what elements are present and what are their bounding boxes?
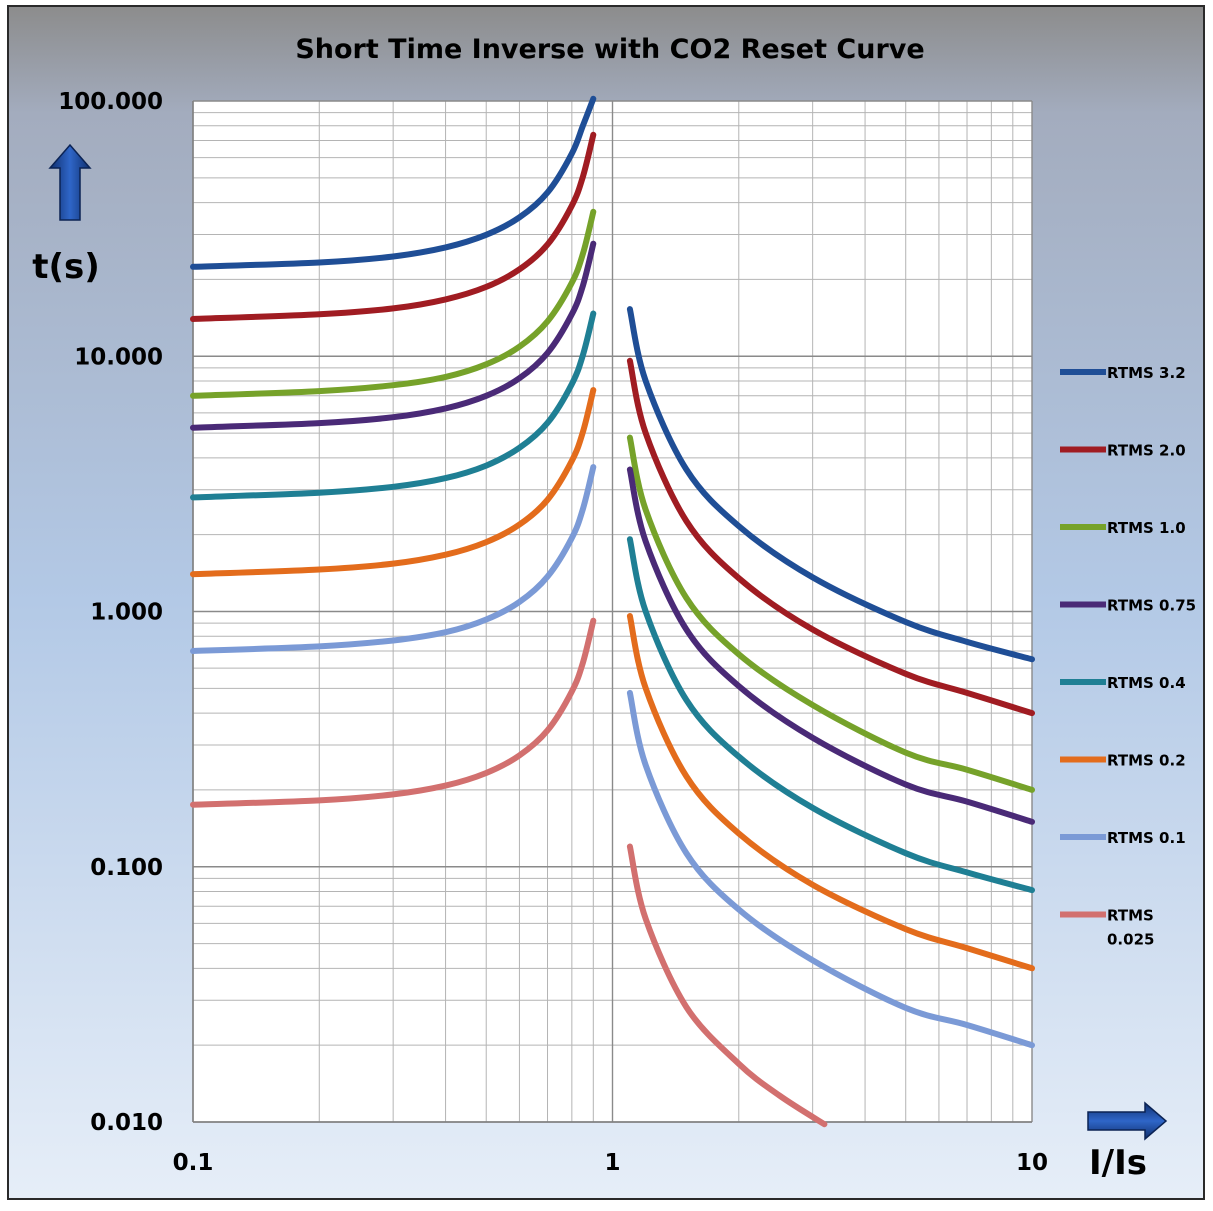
x-tick-label: 0.1 <box>173 1150 214 1176</box>
y-tick-label: 10.000 <box>74 344 163 370</box>
series-rtms-0-4 <box>190 310 1035 894</box>
series-rtms-2-0 <box>190 131 1035 717</box>
y-axis-label: t(s) <box>32 247 100 287</box>
x-tick-labels: 0.1 1 10 <box>173 1150 1048 1176</box>
series-line-reset <box>190 240 597 431</box>
legend-item: RTMS 1.0 <box>1060 519 1186 537</box>
legend-label: 0.025 <box>1107 931 1154 949</box>
legend-label: RTMS 0.2 <box>1107 752 1186 770</box>
legend-label: RTMS 1.0 <box>1107 519 1186 537</box>
series-line-trip <box>626 689 1035 1049</box>
series-rtms-0-025 <box>190 617 828 1128</box>
series-line-trip <box>626 306 1035 663</box>
legend-label: RTMS 3.2 <box>1107 364 1186 382</box>
legend-label: RTMS <box>1107 907 1154 925</box>
legend-item: RTMS 0.1 <box>1060 829 1186 847</box>
legend-item: RTMS 0.025 <box>1060 907 1154 949</box>
up-arrow-icon <box>48 143 92 221</box>
series-line-reset <box>190 464 597 654</box>
y-tick-labels: 100.000 10.000 1.000 0.100 0.010 <box>58 89 163 1136</box>
series-line-reset <box>190 387 597 578</box>
y-tick-label: 0.100 <box>90 855 163 881</box>
legend-item: RTMS 0.75 <box>1060 597 1196 615</box>
y-tick-label: 1.000 <box>90 600 163 626</box>
legend-label: RTMS 0.1 <box>1107 829 1186 847</box>
series-rtms-3-2 <box>190 95 1035 663</box>
series-line-trip <box>626 466 1035 825</box>
series-line-reset <box>190 617 597 808</box>
series-line-reset <box>190 310 597 501</box>
series-line-reset <box>190 208 597 399</box>
series-line-trip <box>626 536 1035 894</box>
chart-title: Short Time Inverse with CO2 Reset Curve <box>295 34 924 65</box>
series-line-trip <box>626 613 1035 972</box>
series-rtms-1-0 <box>190 208 1035 793</box>
legend-label: RTMS 0.75 <box>1107 597 1196 615</box>
series-line-reset <box>190 95 597 270</box>
series-line-trip <box>626 357 1035 717</box>
legend: RTMS 3.2 RTMS 2.0 RTMS 1.0 RTMS 0.75 RTMS 0.… <box>1060 364 1196 949</box>
y-tick-label: 0.010 <box>90 1110 163 1136</box>
series-rtms-0-2 <box>190 387 1035 972</box>
x-tick-label: 1 <box>604 1150 620 1176</box>
x-tick-label: 10 <box>1016 1150 1048 1176</box>
series-line-trip <box>626 843 828 1128</box>
series-line-trip <box>626 434 1035 793</box>
series-rtms-0-75 <box>190 240 1035 825</box>
legend-item: RTMS 0.2 <box>1060 752 1186 770</box>
legend-label: RTMS 2.0 <box>1107 442 1186 460</box>
series-rtms-0-1 <box>190 464 1035 1049</box>
x-axis-label: I/Is <box>1089 1143 1147 1183</box>
series-line-reset <box>190 131 597 322</box>
legend-item: RTMS 2.0 <box>1060 442 1186 460</box>
series-layer <box>190 95 1035 1128</box>
legend-item: RTMS 0.4 <box>1060 674 1186 692</box>
y-tick-label: 100.000 <box>58 89 163 115</box>
grid-major <box>192 100 1033 1123</box>
right-arrow-icon <box>1087 1101 1168 1141</box>
legend-item: RTMS 3.2 <box>1060 364 1186 382</box>
legend-label: RTMS 0.4 <box>1107 674 1186 692</box>
